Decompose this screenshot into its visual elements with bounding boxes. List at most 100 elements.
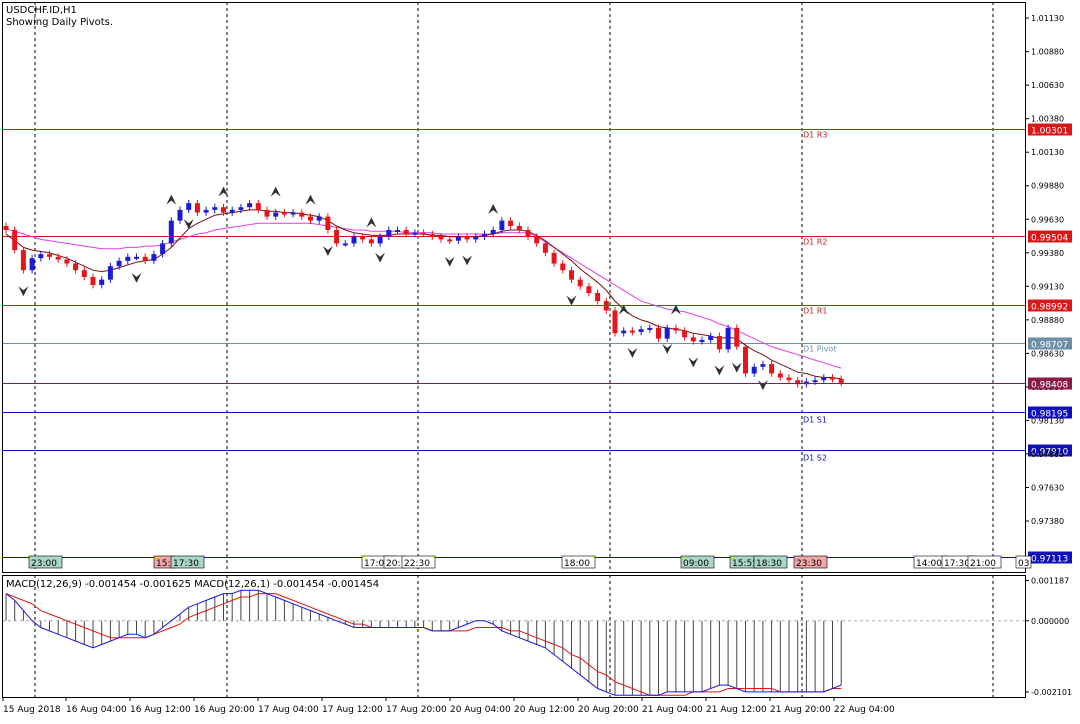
candle-body [673, 327, 679, 331]
candle-body [838, 378, 844, 383]
time-label: 21 Aug 12:00 [706, 705, 767, 715]
candle-body [377, 236, 383, 244]
candle-body [786, 377, 792, 381]
candle-body [682, 330, 688, 338]
candle-body [334, 230, 340, 244]
candle-body [168, 220, 174, 244]
candle-body [125, 256, 131, 261]
candle-body [360, 236, 366, 240]
pivot-price-tag [1028, 337, 1072, 350]
candle-body [812, 380, 818, 383]
session-tag [967, 555, 1002, 569]
price-tick-label: 0.99630 [1031, 215, 1064, 224]
pivot-price-tag [1028, 406, 1072, 419]
candle-body [273, 212, 279, 217]
candle-body [429, 234, 435, 237]
session-label: 23:30 [796, 559, 822, 569]
session-tag [680, 555, 715, 569]
time-label: 21 Aug 04:00 [642, 705, 703, 715]
candle-body [90, 276, 96, 285]
macd-axis: 0.001187 0.000000 -0.002101 [1025, 577, 1072, 697]
candle-body [342, 243, 348, 246]
candle-body [525, 230, 531, 237]
candle-body [743, 346, 748, 374]
price-axis: 1.00301 0.99504 0.98992 0.98707 0.98195 0.979… [1025, 14, 1072, 565]
grid [34, 2, 994, 697]
pivot-label: D1 R3 [803, 131, 827, 140]
current-price-label: 0.98408 [1031, 381, 1068, 391]
fractal-up [488, 204, 499, 214]
session-label: 03 [1018, 559, 1029, 569]
time-label: 16 Aug 04:00 [66, 705, 127, 715]
fractal-down [757, 380, 768, 391]
session-tag [1015, 555, 1032, 569]
candle-body [716, 335, 722, 350]
candle-body [203, 209, 209, 213]
time-label: 17 Aug 20:00 [386, 705, 447, 715]
candle-body [47, 254, 52, 257]
session-tag [28, 555, 63, 569]
candle-body [177, 209, 183, 221]
price-tick-label: 1.00880 [1031, 48, 1064, 57]
candle-body [160, 243, 166, 255]
candles [3, 199, 844, 388]
time-label: 20 Aug 04:00 [450, 705, 511, 715]
candle-body [690, 337, 696, 342]
pivot-label: D1 S2 [803, 454, 827, 463]
price-tick-label: 1.00630 [1031, 81, 1064, 90]
candle-body [264, 209, 270, 217]
candle-body [769, 364, 775, 374]
candle-body [81, 270, 87, 277]
candle-body [299, 212, 305, 217]
candle-body [603, 301, 609, 311]
candle-body [238, 207, 244, 210]
time-label: 21 Aug 20:00 [770, 705, 831, 715]
time-label: 16 Aug 20:00 [194, 705, 255, 715]
candle-body [221, 207, 226, 213]
pivot-price-label: 0.97113 [1031, 555, 1068, 565]
candle-body [777, 373, 783, 378]
pivot-price-tag [1028, 444, 1072, 457]
candle-body [621, 330, 627, 334]
candle-body [612, 310, 618, 334]
session-label: 18:30 [756, 559, 782, 569]
session-tag [170, 555, 205, 569]
time-label: 20 Aug 12:00 [514, 705, 575, 715]
pivot-price-label: 0.98195 [1031, 410, 1068, 420]
candle-body [151, 254, 157, 261]
candle-body [542, 243, 548, 253]
fractal-down [131, 272, 142, 283]
candle-body [308, 216, 313, 221]
candle-body [134, 256, 139, 259]
price-tick-label: 1.00380 [1031, 115, 1064, 124]
session-label: 20: [386, 559, 400, 569]
current-price-tag [1028, 377, 1072, 390]
fractal-down [375, 252, 386, 263]
candle-body [368, 239, 374, 244]
candle-body [821, 377, 827, 381]
fractal-down [322, 246, 333, 256]
candle-body [751, 366, 757, 374]
pivot-label: D1 R2 [803, 238, 827, 247]
session-label: 17:00 [364, 559, 390, 569]
candle-body [247, 203, 253, 208]
session-label: 21:00 [970, 559, 996, 569]
candle-body [38, 254, 44, 259]
candle-body [20, 250, 26, 271]
candle-body [629, 330, 635, 333]
candle-body [595, 293, 601, 302]
candle-body [708, 335, 714, 340]
session-label: 15:55 [732, 559, 758, 569]
candle-body [116, 260, 122, 267]
price-tick-label: 0.98630 [1031, 349, 1064, 358]
candle-body [255, 203, 261, 210]
candle-body [107, 266, 113, 280]
price-tick-label: 0.97880 [1031, 450, 1064, 459]
price-tick-label: 1.01130 [1031, 14, 1064, 23]
candle-body [734, 327, 740, 347]
pivot-label: D1 R1 [803, 307, 827, 316]
pivot-price-label: 1.00301 [1031, 127, 1068, 137]
